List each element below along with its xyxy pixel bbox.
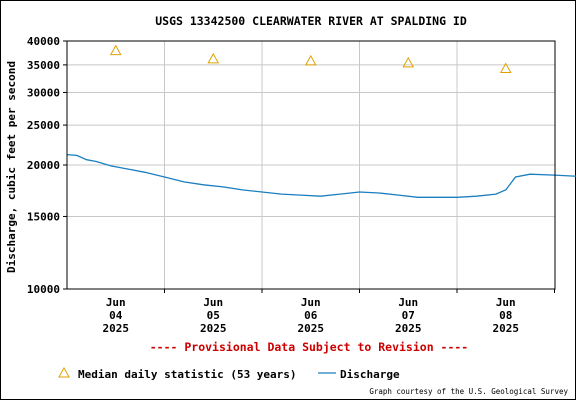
y-tick-label: 30000: [27, 86, 60, 99]
x-tick-label-year: 2025: [395, 322, 422, 335]
x-tick-label-month: Jun: [301, 296, 321, 309]
y-tick-label: 35000: [27, 59, 60, 72]
discharge-series-line: [66, 153, 576, 198]
x-axis-ticks: Jun042025Jun052025Jun062025Jun072025Jun0…: [103, 289, 555, 335]
y-tick-label: 20000: [27, 159, 60, 172]
x-tick-label-day: 06: [304, 309, 318, 322]
y-tick-label: 25000: [27, 119, 60, 132]
chart-title: USGS 13342500 CLEARWATER RIVER AT SPALDI…: [155, 14, 467, 28]
legend-discharge-label: Discharge: [340, 368, 400, 381]
x-tick-label-day: 05: [207, 309, 220, 322]
y-axis-label: Discharge, cubic feet per second: [5, 61, 18, 273]
legend-median-label: Median daily statistic (53 years): [78, 368, 297, 381]
x-tick-label-year: 2025: [298, 322, 325, 335]
y-tick-label: 15000: [27, 210, 60, 223]
provisional-note: ---- Provisional Data Subject to Revisio…: [150, 340, 469, 354]
plot-area-border: [66, 40, 556, 290]
x-tick-label-month: Jun: [203, 296, 223, 309]
median-point: [207, 52, 220, 64]
x-tick-label-month: Jun: [398, 296, 418, 309]
median-point: [109, 44, 122, 56]
median-point: [402, 56, 415, 68]
x-tick-label-day: 07: [402, 309, 415, 322]
legend: Median daily statistic (53 years) Discha…: [58, 366, 400, 381]
x-tick-label-day: 08: [499, 309, 512, 322]
median-point: [304, 54, 317, 66]
y-tick-label: 40000: [27, 35, 60, 48]
median-series-points: [109, 44, 512, 74]
x-tick-label-year: 2025: [493, 322, 520, 335]
grid-lines: [67, 41, 555, 289]
credit-text: Graph courtesy of the U.S. Geological Su…: [369, 387, 568, 396]
legend-median-marker-icon: [58, 366, 70, 378]
y-axis-ticks: 10000 15000 20000 25000 30000 35000 40000: [27, 35, 67, 296]
x-tick-label-year: 2025: [200, 322, 227, 335]
x-tick-label-month: Jun: [496, 296, 516, 309]
median-point: [499, 62, 512, 74]
x-tick-label-day: 04: [109, 309, 123, 322]
x-tick-label-month: Jun: [106, 296, 126, 309]
x-tick-label-year: 2025: [103, 322, 130, 335]
y-tick-label: 10000: [27, 283, 60, 296]
